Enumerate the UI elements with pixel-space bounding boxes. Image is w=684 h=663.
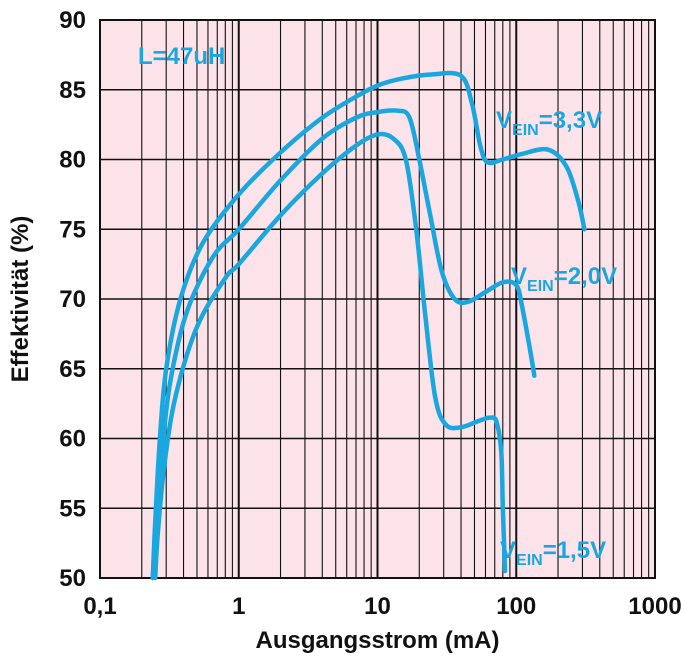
- y-tick-label: 65: [59, 356, 86, 383]
- x-tick-label: 0,1: [83, 593, 116, 620]
- series-line-3: [152, 131, 508, 581]
- x-axis-title: Ausgangsstrom (mA): [255, 627, 499, 654]
- series-line-2: [150, 108, 537, 581]
- y-tick-labels: 90 85 80 75 70 65 60 55 50: [59, 7, 86, 592]
- y-tick-label: 75: [59, 216, 86, 243]
- series-label-main: V: [496, 107, 512, 134]
- y-axis-title: Effektivität (%): [7, 216, 34, 383]
- series-label-main: V: [511, 263, 527, 290]
- series-label-value: =2,0V: [554, 263, 617, 290]
- y-tick-label: 85: [59, 77, 86, 104]
- y-tick-label: 80: [59, 147, 86, 174]
- x-tick-label: 1000: [628, 593, 681, 620]
- series-label-1: VEIN=3,3V: [496, 107, 602, 139]
- grid-lines: [99, 19, 655, 579]
- y-tick-label: 90: [59, 7, 86, 34]
- series-label-3: VEIN=1,5V: [500, 537, 606, 569]
- y-tick-label: 55: [59, 495, 86, 522]
- series-label-2: VEIN=2,0V: [511, 263, 617, 295]
- plot-frame: [99, 19, 656, 579]
- x-tick-label: 100: [496, 593, 536, 620]
- y-tick-label: 70: [59, 286, 86, 313]
- y-tick-label: 60: [59, 426, 86, 453]
- series-layer: [150, 70, 587, 581]
- series-label-subscript: EIN: [527, 278, 554, 295]
- inductance-annotation: L=47uH: [138, 43, 225, 70]
- series-label-value: =1,5V: [543, 537, 606, 564]
- x-tick-label: 10: [364, 593, 391, 620]
- series-label-subscript: EIN: [512, 122, 539, 139]
- series-line-1: [150, 70, 587, 581]
- x-tick-label: 1: [232, 593, 245, 620]
- series-label-subscript: EIN: [516, 552, 543, 569]
- series-label-value: =3,3V: [539, 107, 602, 134]
- y-tick-label: 50: [59, 565, 86, 592]
- series-label-main: V: [500, 537, 516, 564]
- x-tick-labels: 0,1 1 10 100 1000: [83, 593, 681, 620]
